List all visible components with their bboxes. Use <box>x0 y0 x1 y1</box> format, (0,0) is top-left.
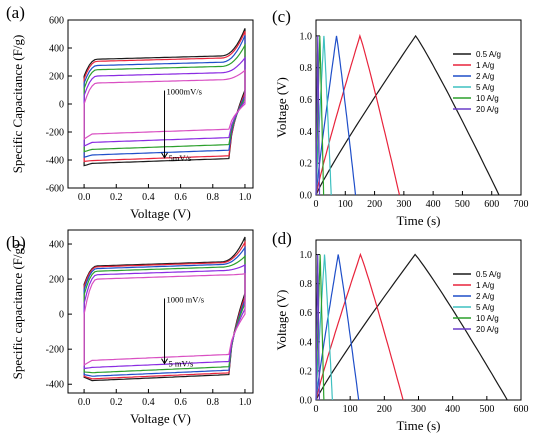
y-tick-label: 400 <box>49 240 64 251</box>
x-tick-label: 300 <box>396 199 411 210</box>
x-tick-label: 0.4 <box>142 192 155 203</box>
y-tick-label: 0.6 <box>300 308 313 319</box>
x-tick-label: 500 <box>479 404 494 415</box>
y-tick-label: 0 <box>59 100 64 111</box>
x-tick-label: 0 <box>314 404 319 415</box>
y-tick-label: 0.2 <box>300 366 313 377</box>
y-tick-label: -400 <box>46 380 64 391</box>
x-tick-label: 700 <box>514 199 529 210</box>
y-axis-title: Specific capacitance (F/g) <box>10 244 25 380</box>
y-tick-label: 400 <box>49 44 64 55</box>
x-tick-label: 0.0 <box>78 192 91 203</box>
x-tick-label: 1.0 <box>239 192 252 203</box>
gcd-series-20-A-g <box>315 35 321 196</box>
panel-b: (b) 0.0 0.2 0.4 0.6 0.8 1.0 -400 -200 0 200 400 Volt… <box>6 229 254 426</box>
y-axis-title: Specific Capacitance (F/g) <box>10 35 25 174</box>
x-tick-label: 0 <box>314 199 319 210</box>
panel-label-a: (a) <box>6 3 25 22</box>
gcd-series-0-5-A-g <box>315 34 500 196</box>
legend-label: 2 A/g <box>476 72 494 81</box>
x-tick-label: 0.6 <box>174 192 187 203</box>
x-axis-title: Voltage (V) <box>130 411 191 426</box>
plot-frame-b <box>67 229 254 394</box>
scan-rate-bottom-label: 5 mV/s <box>169 359 194 369</box>
y-axis-title: Voltage (V) <box>274 77 289 138</box>
y-tick-label: 0 <box>59 310 64 321</box>
legend-label: 20 A/g <box>476 105 499 114</box>
y-tick-label: 0.0 <box>300 396 313 407</box>
x-tick-label: 200 <box>377 404 392 415</box>
legend-label: 5 A/g <box>476 83 494 92</box>
plot-frame-c <box>315 19 522 196</box>
gcd-series-1-A-g <box>315 33 401 196</box>
y-tick-label: 1.0 <box>300 250 313 261</box>
legend-label: 1 A/g <box>476 61 494 70</box>
x-tick-label: 300 <box>411 404 426 415</box>
x-tick-label: 400 <box>426 199 441 210</box>
panel-label-d: (d) <box>272 229 292 248</box>
scan-rate-top-label: 1000mV/s <box>167 87 202 97</box>
gcd-series-10-A-g <box>315 35 325 196</box>
scan-rate-top-label: 1000 mV/s <box>167 294 205 304</box>
y-tick-label: -200 <box>46 128 64 139</box>
x-axis-title: Time (s) <box>397 418 441 433</box>
y-tick-label: -200 <box>46 345 64 356</box>
y-tick-label: 200 <box>49 275 64 286</box>
y-tick-label: 0.8 <box>300 63 313 74</box>
legend-label: 20 A/g <box>476 325 499 334</box>
legend-label: 0.5 A/g <box>476 50 501 59</box>
x-tick-label: 100 <box>338 199 353 210</box>
legend-label: 10 A/g <box>476 314 499 323</box>
legend-label: 0.5 A/g <box>476 270 501 279</box>
panel-a: (a) 0.0 0.2 0.4 0.6 0.8 1.0 -600 -400 -200 0 200 400… <box>6 3 254 221</box>
y-tick-label: 0.2 <box>300 159 313 170</box>
x-tick-label: 100 <box>343 404 358 415</box>
x-tick-label: 0.6 <box>174 397 187 408</box>
panel-label-c: (c) <box>272 7 291 26</box>
panel-label-b: (b) <box>6 233 26 252</box>
x-tick-label: 1.0 <box>239 397 252 408</box>
x-tick-label: 200 <box>367 199 382 210</box>
x-tick-label: 500 <box>455 199 470 210</box>
panel-d: (d) 0 100 200 300 400 500 600 0.0 0.2 0.4 0.6 0.8 1.0… <box>272 229 529 433</box>
legend-label: 5 A/g <box>476 303 494 312</box>
scan-rate-arrowhead <box>161 358 168 365</box>
y-tick-label: 600 <box>49 16 64 27</box>
x-tick-label: 0.8 <box>207 192 220 203</box>
x-tick-label: 0.2 <box>110 397 123 408</box>
cv-loop-6 <box>83 273 246 367</box>
y-tick-label: 0.8 <box>300 279 313 290</box>
x-tick-label: 0.8 <box>207 397 220 408</box>
scan-rate-arrowhead <box>161 152 168 159</box>
y-tick-label: 0.0 <box>300 191 313 202</box>
x-tick-label: 400 <box>445 404 460 415</box>
x-tick-label: 600 <box>514 404 529 415</box>
legend-label: 10 A/g <box>476 94 499 103</box>
y-tick-label: 0.4 <box>300 127 313 138</box>
x-axis-title: Time (s) <box>397 213 441 228</box>
x-tick-label: 0.2 <box>110 192 123 203</box>
y-tick-label: -400 <box>46 156 64 167</box>
gcd-series-20-A-g <box>315 254 320 401</box>
y-tick-label: 1.0 <box>300 31 313 42</box>
x-tick-label: 0.0 <box>78 397 91 408</box>
legend-label: 1 A/g <box>476 281 494 290</box>
panel-c: (c) 0 100 200 300 400 500 600 700 0.0 0.2 0.4 0.6 0.8… <box>272 7 529 228</box>
y-tick-label: 0.6 <box>300 95 313 106</box>
x-tick-label: 0.4 <box>142 397 155 408</box>
y-tick-label: 200 <box>49 72 64 83</box>
gcd-series-1-A-g <box>315 252 404 401</box>
y-tick-label: 0.4 <box>300 337 313 348</box>
legend-label: 2 A/g <box>476 292 494 301</box>
gcd-series-2-A-g <box>315 254 360 401</box>
y-axis-title: Voltage (V) <box>274 290 289 351</box>
scan-rate-bottom-label: 5mV/s <box>169 153 192 163</box>
gcd-series-10-A-g <box>315 254 325 401</box>
gcd-series-0-5-A-g <box>315 253 508 401</box>
y-tick-label: -600 <box>46 184 64 195</box>
x-tick-label: 600 <box>484 199 499 210</box>
x-axis-title: Voltage (V) <box>130 206 191 221</box>
cv-loop-6 <box>83 69 246 141</box>
